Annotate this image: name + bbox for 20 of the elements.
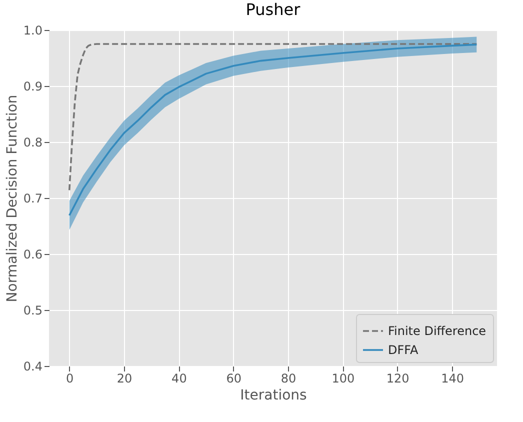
legend-label: Finite Difference: [388, 324, 486, 338]
legend-label: DFFA: [388, 343, 419, 357]
y-tick-label: 1.0: [23, 24, 42, 38]
chart-title: Pusher: [246, 0, 301, 19]
y-tick-label: 0.4: [23, 360, 42, 374]
x-axis-title: Iterations: [240, 388, 307, 404]
y-tick-label: 0.7: [23, 192, 42, 206]
x-tick-label: 60: [226, 372, 242, 386]
y-tick-label: 0.5: [23, 304, 42, 318]
y-axis-title: Normalized Decision Function: [4, 94, 20, 302]
x-tick-label: 100: [332, 372, 355, 386]
x-tick-label: 120: [386, 372, 410, 386]
y-tick-label: 0.9: [23, 80, 42, 94]
x-tick-label: 0: [66, 372, 74, 386]
x-tick-label: 40: [172, 372, 187, 386]
x-tick-label: 80: [280, 372, 296, 386]
y-tick-label: 0.6: [23, 248, 42, 262]
x-tick-label: 20: [116, 372, 132, 386]
x-tick-label: 140: [441, 372, 464, 386]
y-tick-label: 0.8: [23, 136, 42, 150]
